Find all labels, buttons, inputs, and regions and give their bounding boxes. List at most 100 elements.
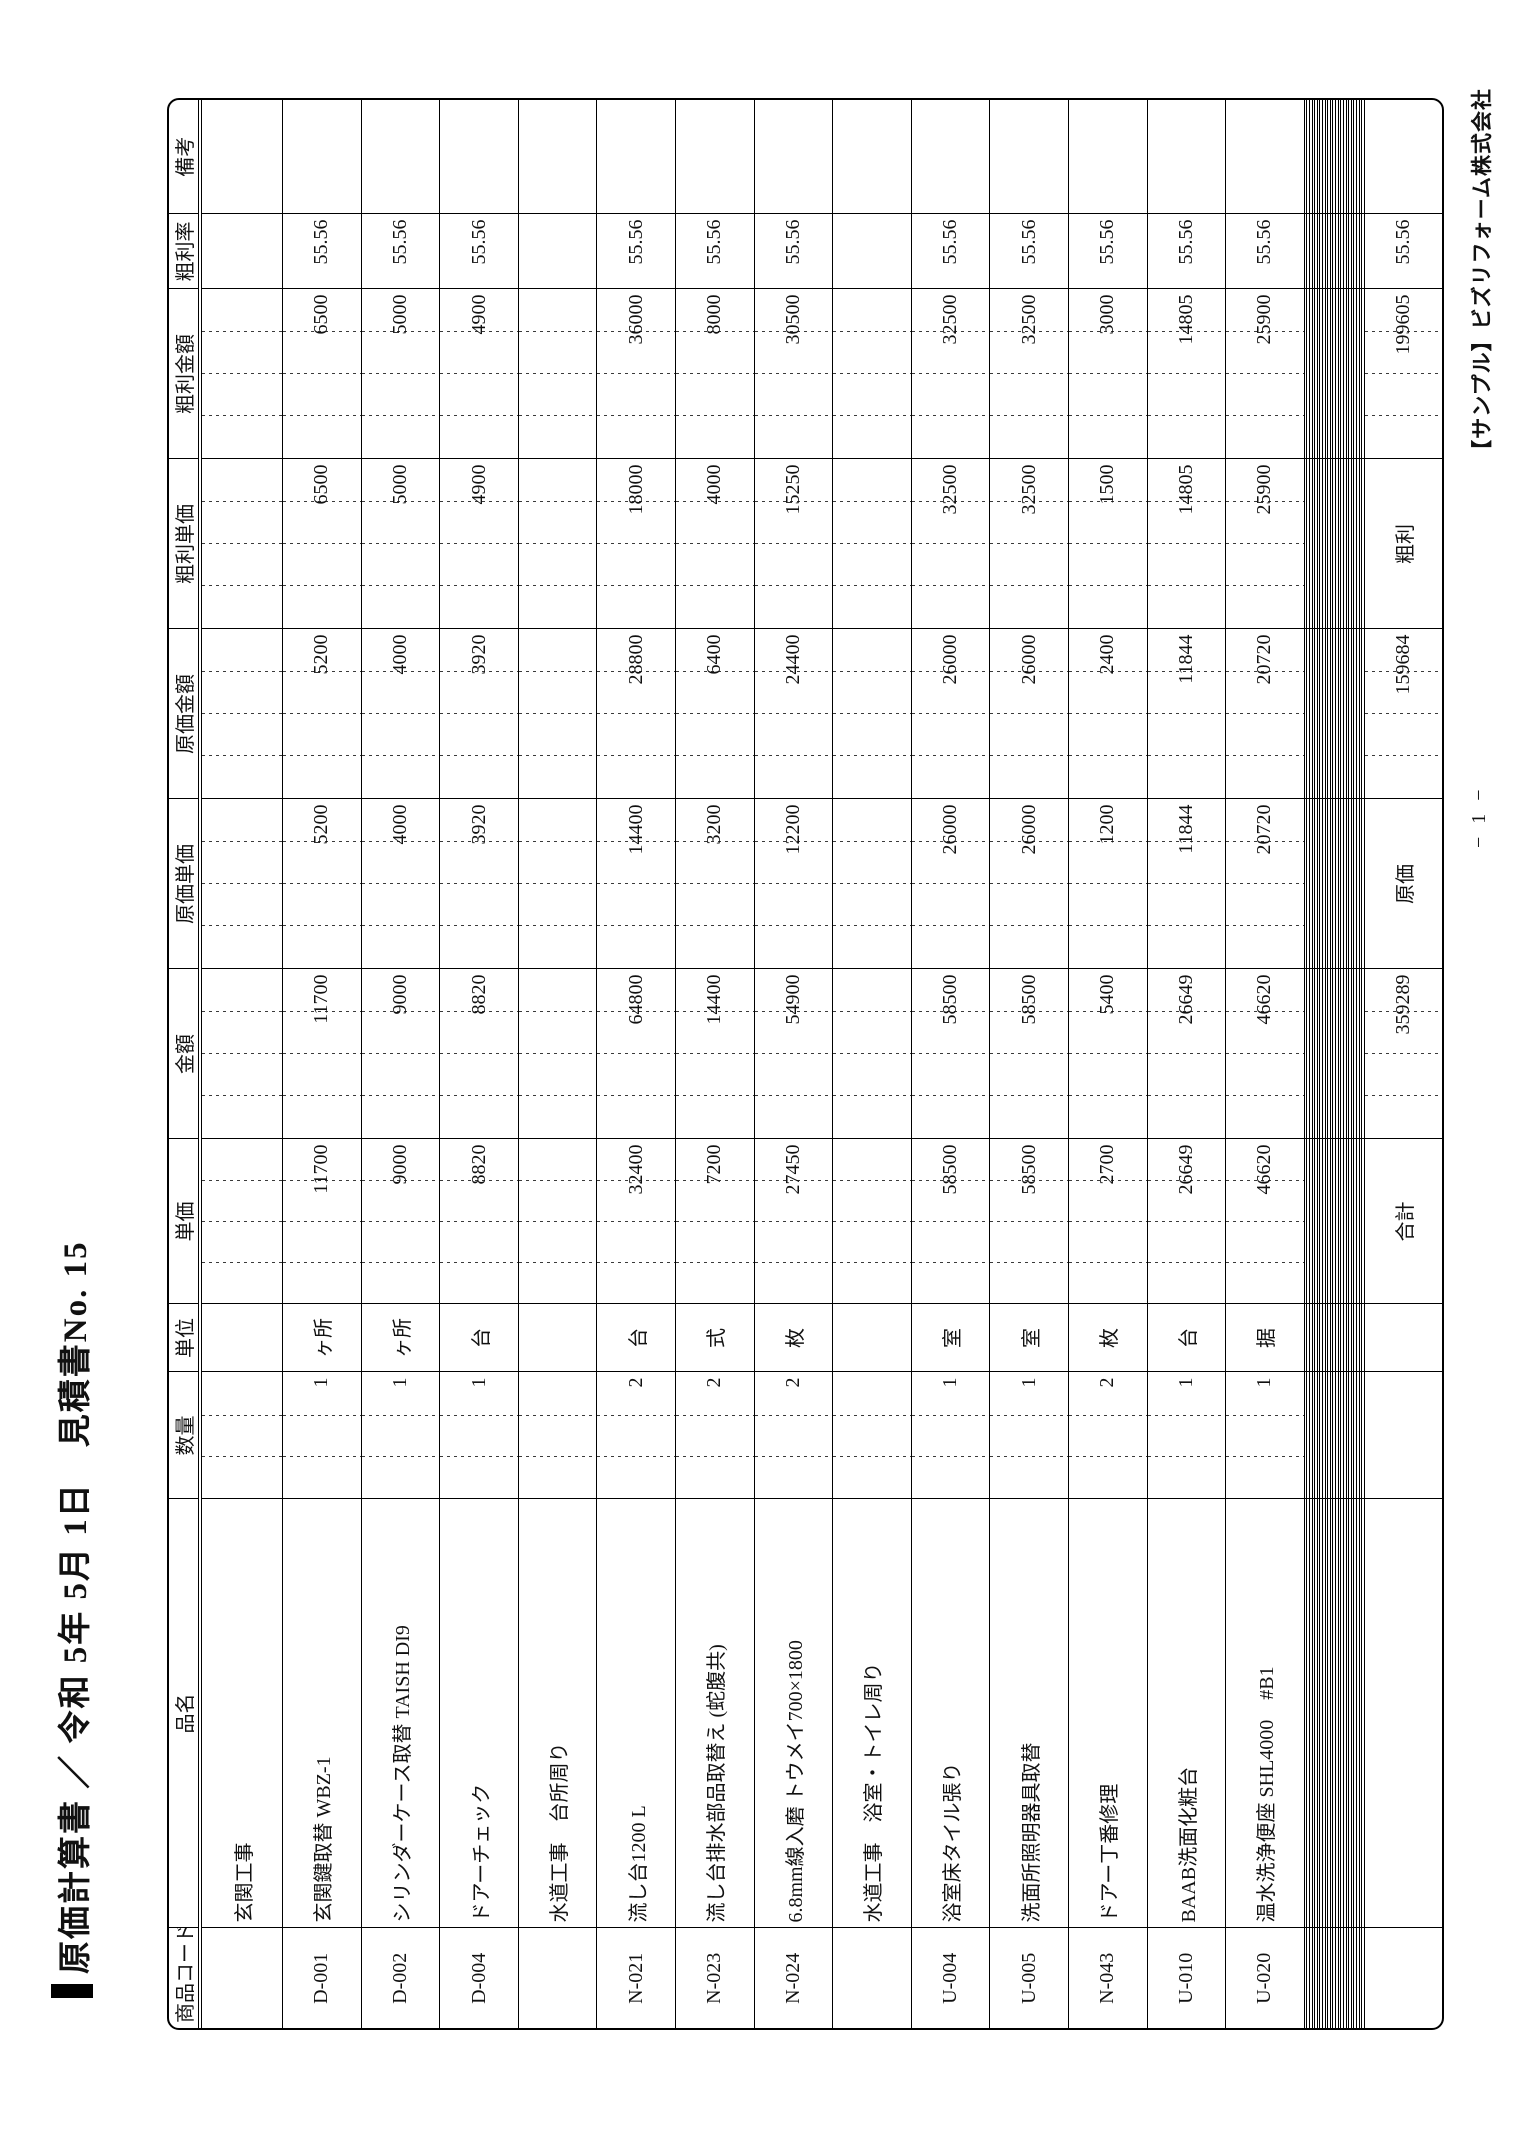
column-header-3: 単位 [169,1304,200,1372]
cell-note [361,100,440,214]
column-header-11: 備考 [169,100,200,214]
cell-price: 58500 [911,1139,990,1304]
cell-price: 58500 [989,1139,1069,1304]
cell-rate: 55.56 [282,214,362,289]
cell-name: 温水洗浄便座 SHL4000 #B1 [1225,1499,1305,1928]
cell-name: 流し台排水部品取替え (蛇腹共) [675,1499,755,1928]
totals-rate: 55.56 [1364,214,1442,289]
cell-unit: 台 [1147,1304,1226,1372]
column-header-1: 品名 [169,1499,200,1928]
cell-unit: 枚 [754,1304,833,1372]
cell-price [832,1139,912,1304]
cell-code: N-043 [1068,1928,1148,2028]
cell-name: 玄関鍵取替 WBZ-1 [282,1499,362,1928]
cell-code: D-002 [361,1928,440,2028]
cell-qty [518,1372,597,1499]
cell-name: 水道工事 浴室・トイレ周り [832,1499,912,1928]
cell-unit: 式 [675,1304,755,1372]
cell-code: D-001 [282,1928,362,2028]
cell-profit_amount: 30500 [754,289,833,459]
cell-price: 46620 [1225,1139,1305,1304]
cell-name: 玄関工事 [200,1499,283,1928]
cell-profit_amount: 36000 [596,289,676,459]
cell-name: 水道工事 台所周り [518,1499,597,1928]
cell-rate [518,214,597,289]
cell-profit_unit [200,459,283,629]
cell-profit_unit: 18000 [596,459,676,629]
cell-profit_unit [832,459,912,629]
item-row: D-002 シリンダーケース取替 TAISH DI9 1 ヶ所 9000 9000 4000… [361,100,440,2028]
cell-profit_unit: 32500 [911,459,990,629]
totals-label-arari: 粗利 [1364,459,1442,629]
cell-note [832,100,912,214]
cell-price: 7200 [675,1139,755,1304]
category-row: 水道工事 浴室・トイレ周り [832,100,912,2028]
cell-cost_unit [832,799,912,969]
cell-profit_amount: 3000 [1068,289,1148,459]
cell-profit_amount: 6500 [282,289,362,459]
cell-amount: 54900 [754,969,833,1139]
cell-code: D-004 [439,1928,519,2028]
cell-unit [518,1304,597,1372]
totals-row: 合計 359289 原価 159684 粗利 199605 55.56 [1364,100,1442,2028]
cell-qty: 1 [989,1372,1069,1499]
cell-qty [832,1372,912,1499]
cell-cost_unit: 3920 [439,799,519,969]
cell-rate: 55.56 [596,214,676,289]
cell-qty: 1 [911,1372,990,1499]
column-header-5: 金額 [169,969,200,1139]
cost-table: 商品コード 品名 数量 単位 単価 金額 原価単価 原価金額 粗利単価 粗利金額 粗利率 備考 玄関工… [169,100,1442,2028]
cell-qty: 1 [361,1372,440,1499]
column-header-6: 原価単価 [169,799,200,969]
cell-code: N-023 [675,1928,755,2028]
cell-cost_amount: 11844 [1147,629,1226,799]
cell-amount [832,969,912,1139]
cell-rate: 55.56 [1068,214,1148,289]
cell-cost_unit: 20720 [1225,799,1305,969]
cell-rate: 55.56 [439,214,519,289]
cell-note [282,100,362,214]
cell-profit_unit: 32500 [989,459,1069,629]
item-row: N-023 流し台排水部品取替え (蛇腹共) 2 式 7200 14400 3200 6400… [675,100,755,2028]
cell-qty [200,1372,283,1499]
cell-profit_amount [518,289,597,459]
cell-note [1068,100,1148,214]
cell-cost_amount: 26000 [989,629,1069,799]
cell-note [439,100,519,214]
cell-cost_amount: 4000 [361,629,440,799]
column-header-7: 原価金額 [169,629,200,799]
cell-unit: ヶ所 [361,1304,440,1372]
cell-cost_amount: 20720 [1225,629,1305,799]
totals-cost-amount: 159684 [1364,629,1442,799]
cell-qty: 2 [1068,1372,1148,1499]
cell-price [200,1139,283,1304]
cell-cost_unit [200,799,283,969]
title-accent-bar [51,1984,93,1998]
cell-profit_amount: 14805 [1147,289,1226,459]
cell-qty: 2 [754,1372,833,1499]
cell-qty: 2 [596,1372,676,1499]
cell-profit_amount: 4900 [439,289,519,459]
cell-name: シリンダーケース取替 TAISH DI9 [361,1499,440,1928]
cell-rate: 55.56 [675,214,755,289]
cell-note [1225,100,1305,214]
cell-code [1364,1928,1442,2028]
cell-cost_amount: 5200 [282,629,362,799]
column-header-4: 単価 [169,1139,200,1304]
page-number: − 1 − [1468,785,1490,848]
cell-cost_amount [518,629,597,799]
cell-profit_amount [832,289,912,459]
cell-amount: 5400 [1068,969,1148,1139]
cell-price [518,1139,597,1304]
cell-cost_unit: 5200 [282,799,362,969]
cell-profit_unit: 25900 [1225,459,1305,629]
cell-note [200,100,283,214]
cell-cost_amount: 6400 [675,629,755,799]
cell-qty: 1 [439,1372,519,1499]
cell-unit [200,1304,283,1372]
cell-name: 6.8mm線入磨 トウメイ700×1800 [754,1499,833,1928]
cell-cost_unit: 3200 [675,799,755,969]
totals-label-gokei: 合計 [1364,1139,1442,1304]
cell-price: 27450 [754,1139,833,1304]
